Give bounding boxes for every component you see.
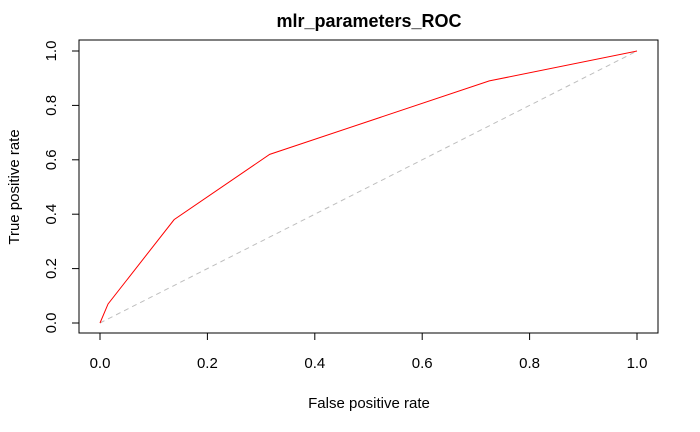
x-tick-label: 1.0 [627,355,648,372]
roc-curve-line [99,50,638,324]
x-axis-label: False positive rate [308,395,430,412]
x-tick-label: 0.6 [412,355,433,372]
x-tick-label: 0.4 [304,355,325,372]
x-ticks: 0.0 0.2 0.4 0.6 0.8 1.0 [90,333,648,372]
chart-title: mlr_parameters_ROC [276,11,461,31]
x-tick-label: 0.0 [90,355,111,372]
diagonal-reference-line [99,50,638,324]
y-axis-label: True positive rate [6,129,23,244]
x-tick-label: 0.2 [197,355,218,372]
x-tick-label: 0.8 [519,355,540,372]
y-ticks: 0.0 0.2 0.4 0.6 0.8 1.0 [43,41,79,334]
series-layer [99,50,638,324]
y-tick-label: 0.2 [43,258,60,279]
y-tick-label: 0.6 [43,149,60,170]
y-tick-label: 1.0 [43,41,60,62]
y-tick-label: 0.4 [43,204,60,225]
y-tick-label: 0.0 [43,313,60,334]
y-tick-label: 0.8 [43,95,60,116]
